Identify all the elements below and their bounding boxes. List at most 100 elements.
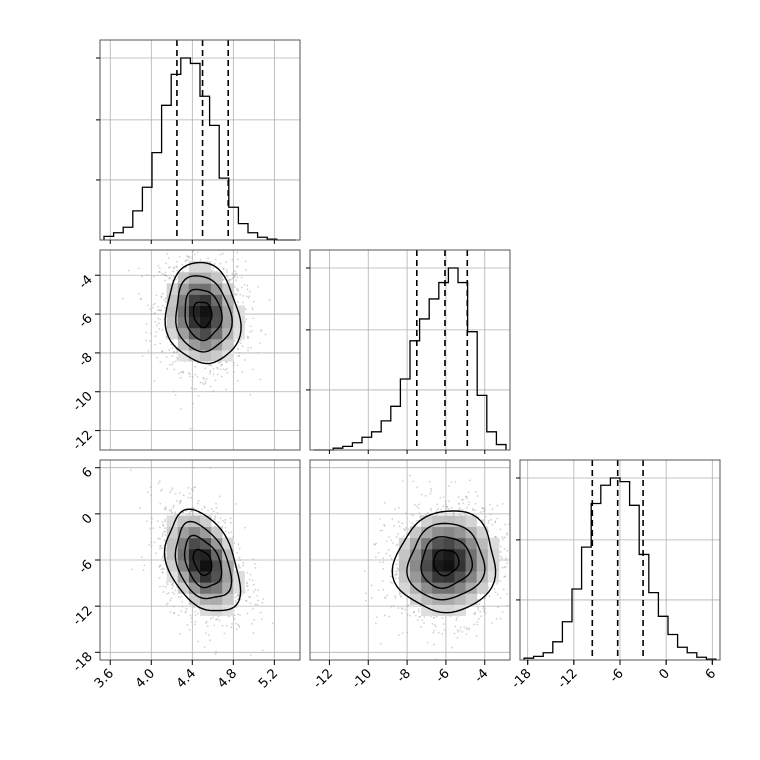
sample-point [160, 568, 163, 571]
sample-point [214, 653, 217, 655]
sample-point [489, 513, 492, 516]
sample-point [205, 620, 208, 623]
sample-point [214, 516, 217, 519]
sample-point [496, 504, 499, 507]
sample-point [163, 507, 166, 509]
sample-point [389, 581, 392, 583]
sample-point [458, 513, 461, 516]
x-tick-label: -8 [394, 666, 414, 686]
density-cell [421, 515, 433, 528]
sample-point [463, 625, 466, 628]
sample-point [216, 618, 219, 621]
sample-point [141, 275, 143, 278]
density-cell [222, 327, 234, 340]
sample-point [246, 612, 249, 615]
sample-point [239, 293, 242, 296]
sample-point [158, 565, 161, 568]
sample-point [395, 536, 398, 538]
sample-point [153, 302, 156, 305]
sample-point [466, 506, 468, 509]
density-cell [177, 571, 190, 583]
sample-point [182, 494, 185, 497]
sample-point [152, 303, 155, 306]
sample-point [159, 502, 162, 505]
sample-point [457, 503, 460, 505]
density-cell [398, 582, 411, 594]
density-cell [200, 560, 212, 572]
sample-point [205, 622, 207, 625]
sample-point [237, 290, 240, 292]
sample-point [236, 613, 239, 616]
sample-point [180, 595, 182, 598]
sample-point [182, 270, 185, 273]
density-cell [188, 548, 201, 561]
sample-point [215, 618, 217, 621]
x-tick-label: -12 [555, 666, 581, 692]
sample-point [514, 547, 516, 549]
sample-point [363, 570, 366, 573]
sample-point [142, 569, 145, 572]
sample-point [465, 514, 468, 516]
sample-point [271, 622, 274, 625]
density-cell [465, 548, 478, 561]
sample-point [236, 364, 239, 367]
sample-point [209, 639, 211, 642]
sample-point [264, 333, 267, 336]
density-cell [200, 515, 212, 528]
sample-point [251, 579, 254, 582]
sample-point [442, 623, 445, 625]
sample-point [517, 507, 519, 509]
sample-point [390, 557, 393, 560]
sample-point [166, 583, 169, 586]
density-cell [454, 526, 466, 539]
sample-point [394, 597, 397, 599]
density-cell [211, 526, 223, 539]
hist-panel-p1 [309, 249, 511, 451]
sample-point [376, 616, 378, 619]
density-cell [421, 604, 433, 616]
sample-point [127, 269, 130, 272]
sample-point [499, 528, 502, 531]
sample-point [171, 511, 173, 514]
contour-level [174, 520, 233, 600]
sample-point [237, 354, 240, 357]
sample-point [405, 512, 408, 515]
density-cell [188, 593, 201, 605]
sample-point [503, 547, 506, 550]
sample-point [459, 629, 462, 632]
sample-point [210, 507, 213, 510]
sample-point [181, 600, 183, 603]
sample-point [225, 530, 227, 533]
sample-point [232, 536, 235, 538]
sample-point [171, 363, 173, 366]
sample-point [433, 629, 435, 632]
density-cell [177, 338, 190, 351]
sample-point [390, 539, 392, 542]
sample-point [179, 632, 182, 635]
density-cell [188, 294, 201, 306]
sample-point [143, 564, 146, 567]
sample-point [161, 350, 164, 352]
sample-point [441, 632, 444, 635]
sample-point [237, 301, 239, 303]
sample-point [201, 508, 203, 511]
sample-point [212, 266, 215, 269]
sample-point [215, 247, 217, 249]
sample-point [241, 301, 244, 304]
sample-point [233, 276, 236, 279]
sample-point [375, 542, 378, 545]
sample-point [224, 521, 226, 524]
sample-point [185, 510, 188, 512]
sample-point [212, 373, 215, 376]
density-cell [211, 593, 223, 605]
sample-point [159, 318, 162, 321]
sample-point [171, 587, 173, 590]
density-cell [200, 316, 212, 329]
sample-point [253, 618, 256, 621]
sample-point [244, 526, 246, 529]
sample-point [180, 610, 183, 612]
sample-point [241, 371, 244, 374]
y-tick-label: -6 [76, 557, 96, 577]
sample-point [172, 361, 175, 364]
density-cell [476, 548, 489, 561]
